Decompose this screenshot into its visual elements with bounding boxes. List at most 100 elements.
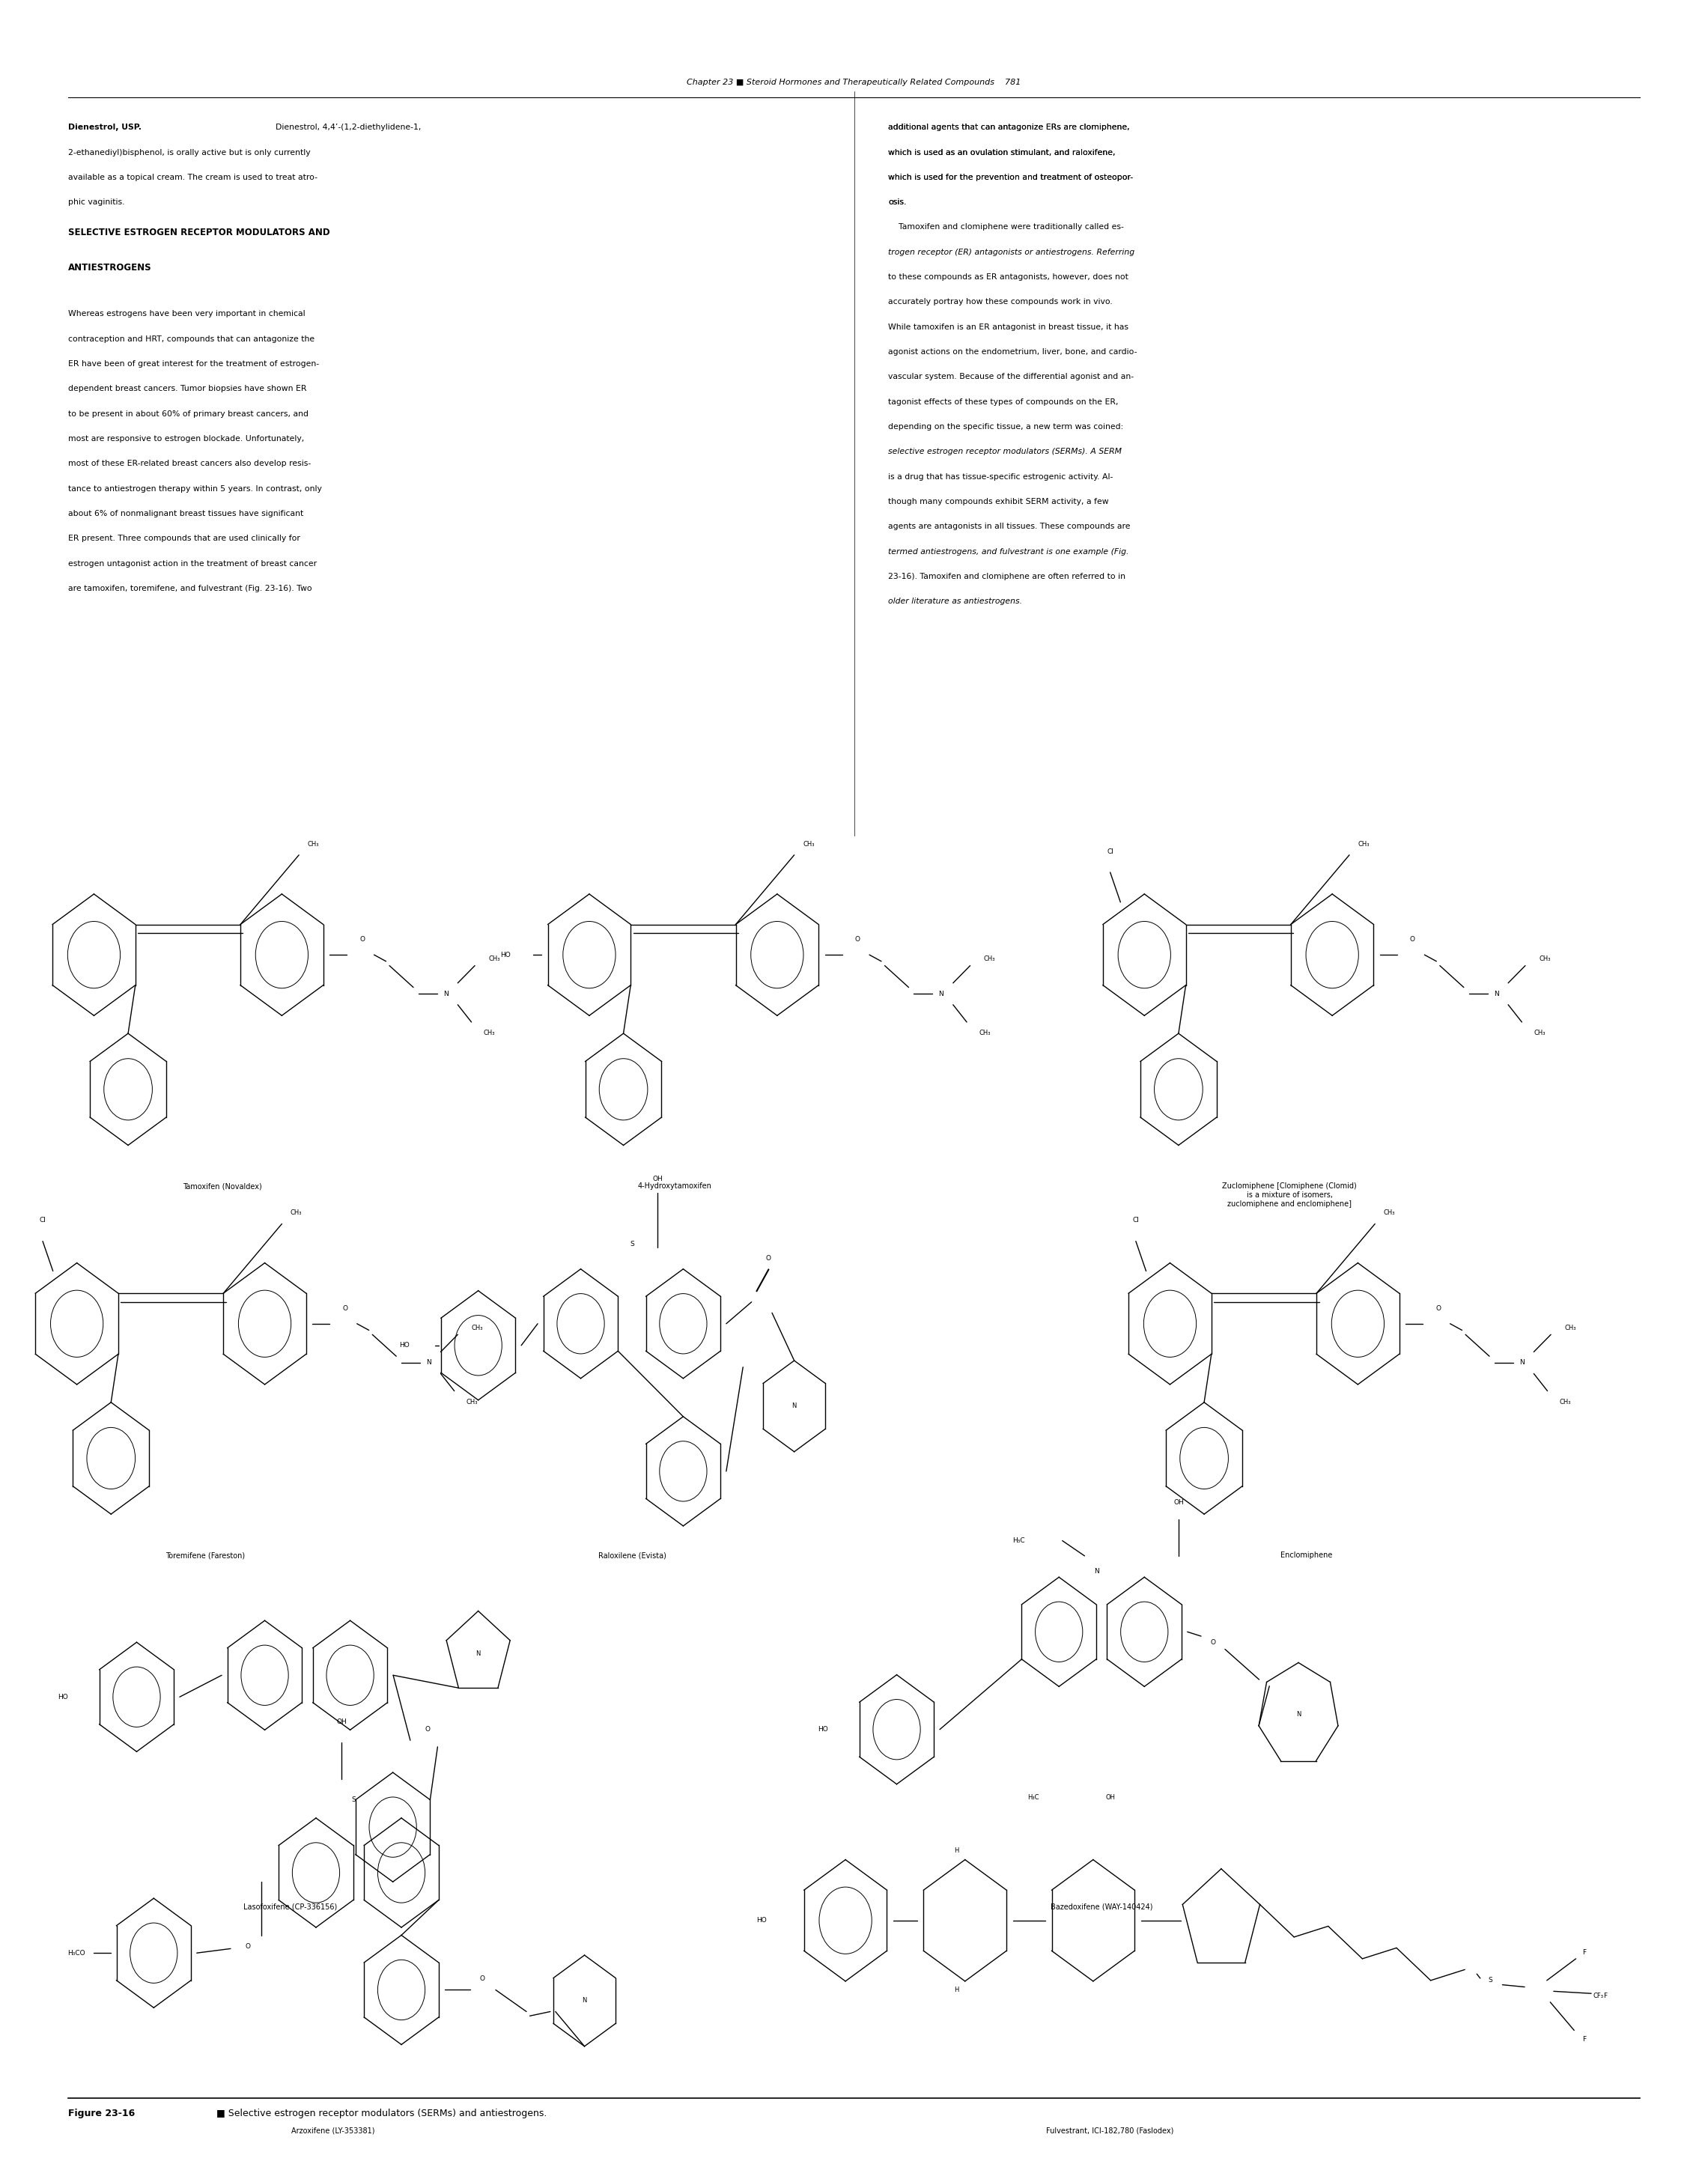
- Text: N: N: [793, 1402, 796, 1410]
- Text: Cl: Cl: [1132, 1217, 1139, 1224]
- Text: CH₃: CH₃: [979, 1029, 991, 1037]
- Text: Lasofoxifene (CP-336156): Lasofoxifene (CP-336156): [244, 1903, 336, 1910]
- Text: Dienestrol, 4,4’-(1,2-diethylidene-1,: Dienestrol, 4,4’-(1,2-diethylidene-1,: [265, 124, 420, 130]
- Text: termed antiestrogens, and fulvestrant is one example (Fig.: termed antiestrogens, and fulvestrant is…: [888, 549, 1129, 556]
- Text: O: O: [359, 935, 366, 944]
- Text: O: O: [1409, 935, 1416, 944]
- Text: agonist actions on the endometrium, liver, bone, and cardio-: agonist actions on the endometrium, live…: [888, 349, 1138, 356]
- Text: accurately portray how these compounds work in vivo.: accurately portray how these compounds w…: [888, 299, 1112, 306]
- Text: to be present in about 60% of primary breast cancers, and: to be present in about 60% of primary br…: [68, 410, 309, 417]
- Text: H: H: [955, 1986, 958, 1994]
- Text: trogen receptor (ER) antagonists or antiestrogens. Referring: trogen receptor (ER) antagonists or anti…: [888, 247, 1134, 256]
- Text: H₃C: H₃C: [1013, 1536, 1025, 1545]
- Text: Figure 23-16: Figure 23-16: [68, 2109, 135, 2118]
- Text: though many compounds exhibit SERM activity, a few: though many compounds exhibit SERM activ…: [888, 497, 1108, 506]
- Text: is a drug that has tissue-specific estrogenic activity. Al-: is a drug that has tissue-specific estro…: [888, 473, 1114, 480]
- Text: N: N: [1095, 1567, 1098, 1575]
- Text: CH₃: CH₃: [1539, 955, 1551, 963]
- Text: F: F: [1583, 1949, 1587, 1955]
- Text: about 6% of nonmalignant breast tissues have significant: about 6% of nonmalignant breast tissues …: [68, 510, 304, 516]
- Text: N: N: [477, 1649, 480, 1658]
- Text: estrogen untagonist action in the treatment of breast cancer: estrogen untagonist action in the treatm…: [68, 560, 318, 566]
- Text: O: O: [765, 1254, 772, 1263]
- Text: N: N: [1494, 990, 1498, 998]
- Text: Bazedoxifene (WAY-140424): Bazedoxifene (WAY-140424): [1050, 1903, 1153, 1910]
- Text: N: N: [427, 1358, 430, 1367]
- Text: CF₃: CF₃: [1594, 1992, 1604, 1999]
- Text: Tamoxifen (Novaldex): Tamoxifen (Novaldex): [183, 1183, 261, 1189]
- Text: Cl: Cl: [1107, 848, 1114, 855]
- Text: additional agents that can antagonize ERs are clomiphene,: additional agents that can antagonize ER…: [888, 124, 1129, 130]
- Text: Whereas estrogens have been very important in chemical: Whereas estrogens have been very importa…: [68, 310, 306, 317]
- Text: additional agents that can antagonize ERs are clomiphene,: additional agents that can antagonize ER…: [888, 124, 1129, 130]
- Text: CH₃: CH₃: [488, 955, 500, 963]
- Text: Toremifene (Fareston): Toremifene (Fareston): [166, 1552, 244, 1558]
- Text: CH₃: CH₃: [290, 1209, 302, 1217]
- Text: While tamoxifen is an ER antagonist in breast tissue, it has: While tamoxifen is an ER antagonist in b…: [888, 323, 1129, 330]
- Text: HO: HO: [58, 1693, 68, 1701]
- Text: F: F: [1583, 2035, 1587, 2042]
- Text: H: H: [955, 1847, 958, 1855]
- Text: CH₃: CH₃: [483, 1029, 495, 1037]
- Text: Zuclomiphene [Clomiphene (Clomid)
is a mixture of isomers,
zuclomiphene and encl: Zuclomiphene [Clomiphene (Clomid) is a m…: [1223, 1183, 1356, 1207]
- Text: Raloxilene (Evista): Raloxilene (Evista): [598, 1552, 666, 1558]
- Text: O: O: [1435, 1304, 1442, 1313]
- Text: Arzoxifene (LY-353381): Arzoxifene (LY-353381): [292, 2127, 374, 2133]
- Text: depending on the specific tissue, a new term was coined:: depending on the specific tissue, a new …: [888, 423, 1124, 430]
- Text: CH₃: CH₃: [466, 1397, 478, 1406]
- Text: H₃CO: H₃CO: [68, 1949, 85, 1957]
- Text: contraception and HRT, compounds that can antagonize the: contraception and HRT, compounds that ca…: [68, 334, 314, 343]
- Text: CH₃: CH₃: [471, 1324, 483, 1332]
- Text: which is used as an ovulation stimulant, and raloxifene,: which is used as an ovulation stimulant,…: [888, 148, 1115, 156]
- Text: OH: OH: [336, 1719, 347, 1725]
- Text: dependent breast cancers. Tumor biopsies have shown ER: dependent breast cancers. Tumor biopsies…: [68, 386, 307, 393]
- Text: to these compounds as ER antagonists, however, does not: to these compounds as ER antagonists, ho…: [888, 273, 1129, 280]
- Text: OH: OH: [1105, 1795, 1115, 1801]
- Text: N: N: [939, 990, 943, 998]
- Text: S: S: [630, 1241, 634, 1248]
- Text: CH₃: CH₃: [1565, 1324, 1576, 1332]
- Text: HO: HO: [400, 1341, 410, 1350]
- Text: ANTIESTROGENS: ANTIESTROGENS: [68, 263, 152, 271]
- Text: 4-Hydroxytamoxifen: 4-Hydroxytamoxifen: [637, 1183, 712, 1189]
- Text: which is used for the prevention and treatment of osteopor-: which is used for the prevention and tre…: [888, 174, 1132, 180]
- Text: OH: OH: [652, 1176, 663, 1183]
- Text: 2-ethanediyl)bisphenol, is orally active but is only currently: 2-ethanediyl)bisphenol, is orally active…: [68, 148, 311, 156]
- Text: tagonist effects of these types of compounds on the ER,: tagonist effects of these types of compo…: [888, 399, 1119, 406]
- Text: available as a topical cream. The cream is used to treat atro-: available as a topical cream. The cream …: [68, 174, 318, 180]
- Text: CH₃: CH₃: [307, 840, 319, 848]
- Text: Chapter 23 ■ Steroid Hormones and Therapeutically Related Compounds    781: Chapter 23 ■ Steroid Hormones and Therap…: [687, 78, 1021, 87]
- Text: Enclomiphene: Enclomiphene: [1281, 1552, 1332, 1558]
- Text: CH₃: CH₃: [1559, 1397, 1571, 1406]
- Text: ER present. Three compounds that are used clinically for: ER present. Three compounds that are use…: [68, 534, 301, 542]
- Text: which is used for the prevention and treatment of osteopor-: which is used for the prevention and tre…: [888, 174, 1132, 180]
- Text: selective estrogen receptor modulators (SERMs). A SERM: selective estrogen receptor modulators (…: [888, 447, 1122, 456]
- Text: S: S: [1488, 1977, 1493, 1983]
- Text: which is used as an ovulation stimulant, and raloxifene,: which is used as an ovulation stimulant,…: [888, 148, 1115, 156]
- Text: HO: HO: [757, 1916, 767, 1925]
- Text: SELECTIVE ESTROGEN RECEPTOR MODULATORS AND: SELECTIVE ESTROGEN RECEPTOR MODULATORS A…: [68, 228, 330, 237]
- Text: are tamoxifen, toremifene, and fulvestrant (Fig. 23-16). Two: are tamoxifen, toremifene, and fulvestra…: [68, 586, 313, 592]
- Text: vascular system. Because of the differential agonist and an-: vascular system. Because of the differen…: [888, 373, 1134, 380]
- Text: O: O: [1211, 1638, 1216, 1647]
- Text: O: O: [244, 1942, 251, 1951]
- Text: CH₃: CH₃: [984, 955, 996, 963]
- Text: OH: OH: [1173, 1499, 1184, 1506]
- Text: Fulvestrant, ICI-182,780 (Faslodex): Fulvestrant, ICI-182,780 (Faslodex): [1047, 2127, 1173, 2133]
- Text: CH₃: CH₃: [1534, 1029, 1546, 1037]
- Text: ■ Selective estrogen receptor modulators (SERMs) and antiestrogens.: ■ Selective estrogen receptor modulators…: [214, 2109, 547, 2118]
- Text: O: O: [342, 1304, 348, 1313]
- Text: O: O: [854, 935, 861, 944]
- Text: HO: HO: [500, 950, 511, 959]
- Text: most of these ER-related breast cancers also develop resis-: most of these ER-related breast cancers …: [68, 460, 311, 467]
- Text: N: N: [1296, 1710, 1301, 1719]
- Text: CH₃: CH₃: [1383, 1209, 1395, 1217]
- Text: N: N: [582, 1996, 588, 2005]
- Text: CH₃: CH₃: [1358, 840, 1370, 848]
- Text: N: N: [444, 990, 447, 998]
- Text: older literature as antiestrogens.: older literature as antiestrogens.: [888, 599, 1023, 605]
- Text: most are responsive to estrogen blockade. Unfortunately,: most are responsive to estrogen blockade…: [68, 434, 304, 443]
- Text: O: O: [480, 1975, 485, 1983]
- Text: phic vaginitis.: phic vaginitis.: [68, 197, 125, 206]
- Text: N: N: [1520, 1358, 1524, 1367]
